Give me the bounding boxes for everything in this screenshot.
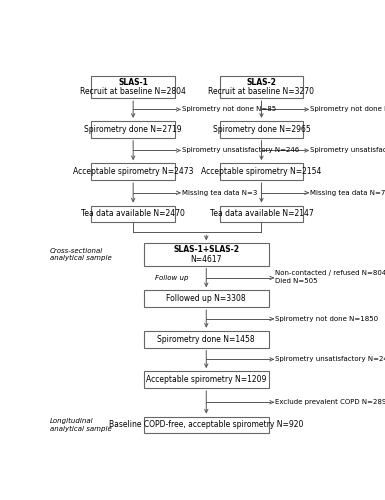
Text: Acceptable spirometry N=2154: Acceptable spirometry N=2154 <box>201 167 321 176</box>
Text: Cross-sectional
analytical sample: Cross-sectional analytical sample <box>50 248 111 261</box>
FancyBboxPatch shape <box>91 206 175 222</box>
Text: Exclude prevalent COPD N=289: Exclude prevalent COPD N=289 <box>275 400 385 406</box>
Text: SLAS-1+SLAS-2: SLAS-1+SLAS-2 <box>173 245 239 254</box>
FancyBboxPatch shape <box>91 121 175 138</box>
Text: Acceptable spirometry N=1209: Acceptable spirometry N=1209 <box>146 375 266 384</box>
Text: Tea data available N=2470: Tea data available N=2470 <box>81 210 185 218</box>
Text: N=4617: N=4617 <box>191 255 222 264</box>
Text: Spirometry done N=2965: Spirometry done N=2965 <box>213 125 310 134</box>
FancyBboxPatch shape <box>220 76 303 98</box>
Text: Spirometry unsatisfactory N=811: Spirometry unsatisfactory N=811 <box>310 148 385 154</box>
Text: Recruit at baseline N=2804: Recruit at baseline N=2804 <box>80 88 186 96</box>
Text: Spirometry not done N=85: Spirometry not done N=85 <box>182 106 276 112</box>
Text: Spirometry unsatisfactory N=246: Spirometry unsatisfactory N=246 <box>182 148 299 154</box>
Text: Baseline COPD-free, acceptable spirometry N=920: Baseline COPD-free, acceptable spirometr… <box>109 420 303 430</box>
FancyBboxPatch shape <box>144 371 269 388</box>
Text: Spirometry done N=2719: Spirometry done N=2719 <box>84 125 182 134</box>
FancyBboxPatch shape <box>220 163 303 180</box>
FancyBboxPatch shape <box>220 206 303 222</box>
Text: Spirometry not done N=1850: Spirometry not done N=1850 <box>275 316 378 322</box>
Text: Tea data available N=2147: Tea data available N=2147 <box>209 210 313 218</box>
FancyBboxPatch shape <box>91 163 175 180</box>
FancyBboxPatch shape <box>144 244 269 266</box>
Text: SLAS-2: SLAS-2 <box>246 78 276 86</box>
Text: Missing tea data N=3: Missing tea data N=3 <box>182 190 257 196</box>
Text: Spirometry unsatisfactory N=249: Spirometry unsatisfactory N=249 <box>275 356 385 362</box>
FancyBboxPatch shape <box>144 290 269 307</box>
Text: Died N=505: Died N=505 <box>275 278 317 284</box>
Text: Followed up N=3308: Followed up N=3308 <box>166 294 246 303</box>
Text: SLAS-1: SLAS-1 <box>118 78 148 86</box>
Text: Spirometry done N=1458: Spirometry done N=1458 <box>157 334 255 344</box>
FancyBboxPatch shape <box>144 416 269 434</box>
Text: Follow up: Follow up <box>155 275 188 281</box>
Text: Spirometry not done N=305: Spirometry not done N=305 <box>310 106 385 112</box>
Text: Acceptable spirometry N=2473: Acceptable spirometry N=2473 <box>73 167 193 176</box>
FancyBboxPatch shape <box>220 121 303 138</box>
Text: Recruit at baseline N=3270: Recruit at baseline N=3270 <box>208 88 315 96</box>
FancyBboxPatch shape <box>144 330 269 347</box>
Text: Non-contacted / refused N=804: Non-contacted / refused N=804 <box>275 270 385 276</box>
FancyBboxPatch shape <box>91 76 175 98</box>
Text: Longitudinal
analytical sample: Longitudinal analytical sample <box>50 418 111 432</box>
Text: Missing tea data N=7: Missing tea data N=7 <box>310 190 385 196</box>
